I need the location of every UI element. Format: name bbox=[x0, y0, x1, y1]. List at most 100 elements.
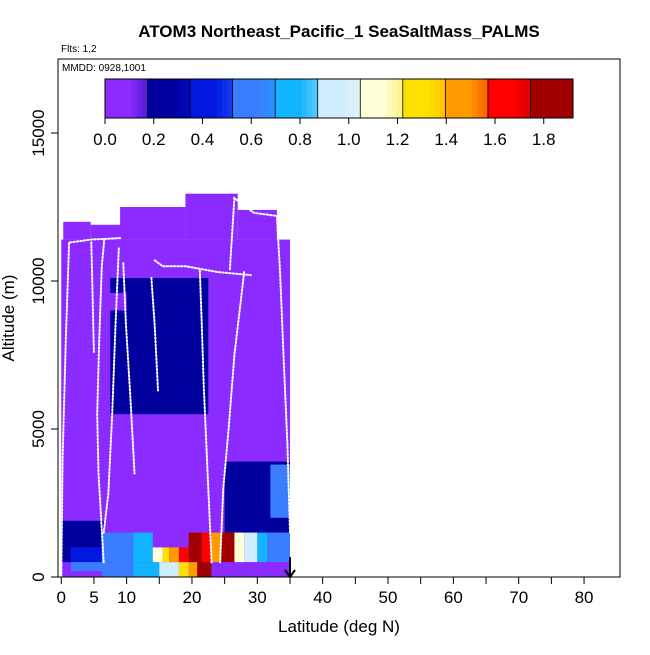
x-tick-label: 0 bbox=[57, 588, 66, 607]
flight-track bbox=[198, 268, 213, 564]
colorbar-blend bbox=[301, 79, 308, 118]
colorbar-segment bbox=[253, 79, 260, 118]
colorbar-segment bbox=[456, 79, 462, 118]
colorbar-blend bbox=[514, 79, 521, 118]
chart-title: ATOM3 Northeast_Pacific_1 SeaSaltMass_PA… bbox=[138, 22, 540, 41]
colorbar-segment bbox=[275, 79, 281, 118]
colorbar-segment bbox=[376, 79, 383, 118]
dates-label: MMDD: 0928,1001 bbox=[62, 63, 146, 74]
colorbar-blend bbox=[312, 79, 319, 118]
heatmap-cell bbox=[152, 547, 163, 563]
heatmap-cell bbox=[205, 562, 212, 577]
colorbar-blend bbox=[434, 79, 441, 118]
heatmap-cell bbox=[120, 207, 186, 240]
colorbar-segment bbox=[195, 79, 202, 118]
colorbar-segment bbox=[408, 79, 414, 118]
colorbar-segment bbox=[136, 79, 143, 118]
colorbar-segment bbox=[232, 79, 239, 118]
colorbar-segment bbox=[333, 79, 340, 118]
colorbar-segment bbox=[466, 79, 473, 118]
colorbar-segment bbox=[174, 79, 180, 118]
colorbar-segment bbox=[381, 79, 388, 118]
y-tick-label: 10000 bbox=[29, 257, 48, 304]
x-tick-label: 10 bbox=[117, 588, 136, 607]
colorbar-blend bbox=[227, 79, 234, 118]
colorbar-tick-label: 0.2 bbox=[142, 130, 166, 149]
colorbar-tick-label: 0.0 bbox=[93, 130, 117, 149]
colorbar-segment bbox=[227, 79, 234, 118]
y-tick-label: 15000 bbox=[29, 109, 48, 156]
colorbar-segment bbox=[525, 79, 531, 118]
colorbar-segment bbox=[152, 79, 159, 118]
colorbar-blend bbox=[482, 79, 489, 118]
colorbar-segment bbox=[285, 79, 292, 118]
colorbar-tick-label: 1.0 bbox=[337, 130, 361, 149]
heatmap-cell bbox=[211, 562, 290, 577]
colorbar-segment bbox=[503, 79, 510, 118]
colorbar-segment bbox=[317, 79, 324, 118]
heatmap-cell bbox=[234, 532, 245, 563]
colorbar-frame bbox=[104, 78, 574, 119]
flight-track bbox=[90, 241, 95, 353]
heatmap-cell bbox=[211, 532, 222, 563]
latitude-marker bbox=[284, 557, 296, 579]
colorbar-blend bbox=[397, 79, 404, 118]
colorbar-blend bbox=[136, 79, 143, 118]
colorbar-segment bbox=[535, 79, 542, 118]
heatmap-cell bbox=[169, 547, 179, 563]
colorbar-segment bbox=[243, 79, 250, 118]
colorbar-segment bbox=[514, 79, 521, 118]
colorbar-segment bbox=[323, 79, 329, 118]
colorbar-segment bbox=[264, 79, 271, 118]
heatmap-cell bbox=[133, 532, 153, 563]
y-axis-label: Altitude (m) bbox=[0, 275, 18, 362]
x-tick-label: 40 bbox=[313, 588, 332, 607]
colorbar-segment bbox=[509, 79, 515, 118]
colorbar-segment bbox=[370, 79, 377, 118]
colorbar-blend bbox=[131, 79, 138, 118]
colorbar-segment bbox=[222, 79, 228, 118]
colorbar-segment bbox=[280, 79, 287, 118]
colorbar-segment bbox=[402, 79, 409, 118]
colorbar-blend bbox=[142, 79, 149, 118]
colorbar-segment bbox=[392, 79, 398, 118]
heatmap-cell bbox=[159, 562, 179, 577]
colorbar-segment bbox=[365, 79, 372, 118]
colorbar-blend bbox=[519, 79, 526, 118]
colorbar-segment bbox=[301, 79, 308, 118]
colorbar-blend bbox=[386, 79, 393, 118]
heatmap-cell bbox=[97, 292, 127, 311]
colorbar-segment bbox=[493, 79, 500, 118]
colorbar-segment bbox=[519, 79, 526, 118]
x-tick-label: 60 bbox=[444, 588, 463, 607]
flight-track bbox=[153, 259, 252, 277]
colorbar-segment bbox=[296, 79, 303, 118]
colorbar-segment bbox=[269, 79, 276, 118]
colorbar-segment bbox=[312, 79, 319, 118]
colorbar-segment bbox=[307, 79, 313, 118]
arrow-head bbox=[284, 569, 296, 579]
colorbar-segment bbox=[418, 79, 425, 118]
heatmap-cell bbox=[133, 562, 160, 577]
colorbar-segment bbox=[216, 79, 223, 118]
heatmap-cell bbox=[224, 520, 290, 533]
colorbar-segment bbox=[546, 79, 553, 118]
colorbar-segment bbox=[429, 79, 436, 118]
colorbar-segment bbox=[190, 79, 196, 118]
colorbar-segment bbox=[562, 79, 569, 118]
colorbar-blend bbox=[349, 79, 356, 118]
colorbar-segment bbox=[131, 79, 138, 118]
colorbar-segment bbox=[482, 79, 489, 118]
heatmap-cells bbox=[61, 193, 290, 577]
y-tick-label: 0 bbox=[29, 572, 48, 581]
heatmap-cell bbox=[188, 562, 198, 577]
flight-track bbox=[219, 271, 246, 564]
colorbar-segment bbox=[328, 79, 335, 118]
colorbar-tick-label: 0.8 bbox=[288, 130, 312, 149]
colorbar-blend bbox=[179, 79, 186, 118]
colorbar-blend bbox=[222, 79, 228, 118]
heatmap-cell bbox=[201, 532, 212, 563]
heatmap-cell bbox=[61, 520, 104, 548]
x-tick-label: 70 bbox=[509, 588, 528, 607]
